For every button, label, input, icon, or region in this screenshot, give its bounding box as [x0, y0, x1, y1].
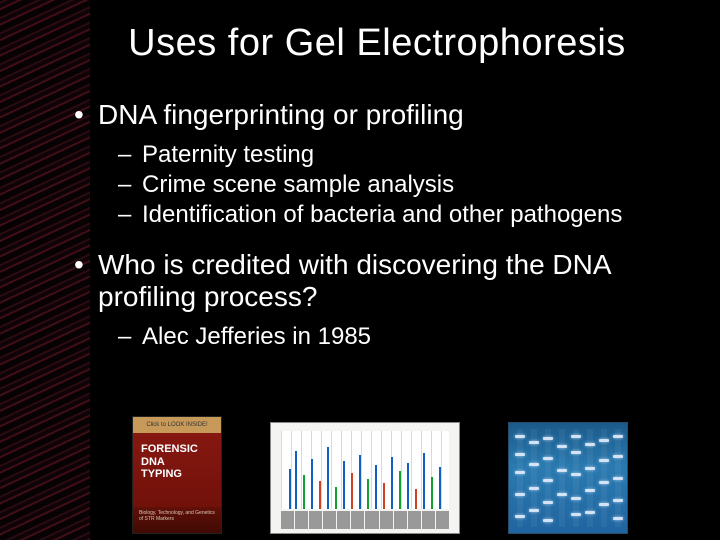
bullet-item: Alec Jefferies in 1985	[118, 323, 692, 351]
chromatogram-image	[270, 422, 460, 534]
bullet-item: DNA fingerprinting or profiling	[74, 99, 692, 131]
bullet-item: Identification of bacteria and other pat…	[118, 201, 692, 229]
book-title: FORENSIC DNA TYPING	[133, 433, 221, 481]
book-badge: Click to LOOK INSIDE!	[133, 417, 221, 433]
book-subtitle: Biology, Technology, and Genetics of STR…	[133, 507, 221, 533]
slide-title: Uses for Gel Electrophoresis	[62, 22, 692, 65]
gel-image	[508, 422, 628, 534]
bullet-item: Crime scene sample analysis	[118, 171, 692, 199]
book-cover-image: Click to LOOK INSIDE! FORENSIC DNA TYPIN…	[132, 416, 222, 534]
slide-content: Uses for Gel Electrophoresis DNA fingerp…	[0, 0, 720, 540]
image-row: Click to LOOK INSIDE! FORENSIC DNA TYPIN…	[132, 416, 628, 534]
bullet-item: Who is credited with discovering the DNA…	[74, 249, 692, 313]
bullet-item: Paternity testing	[118, 141, 692, 169]
